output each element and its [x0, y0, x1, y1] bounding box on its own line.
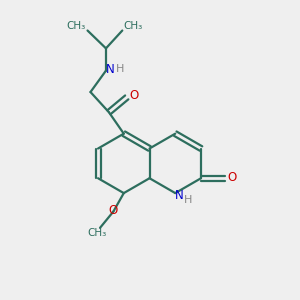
Text: CH₃: CH₃	[124, 21, 143, 31]
Text: O: O	[109, 204, 118, 218]
Text: N: N	[175, 189, 184, 202]
Text: N: N	[106, 63, 115, 76]
Text: H: H	[116, 64, 124, 74]
Text: CH₃: CH₃	[67, 21, 86, 31]
Text: H: H	[184, 195, 193, 205]
Text: O: O	[228, 171, 237, 184]
Text: O: O	[130, 89, 139, 102]
Text: CH₃: CH₃	[87, 228, 107, 238]
